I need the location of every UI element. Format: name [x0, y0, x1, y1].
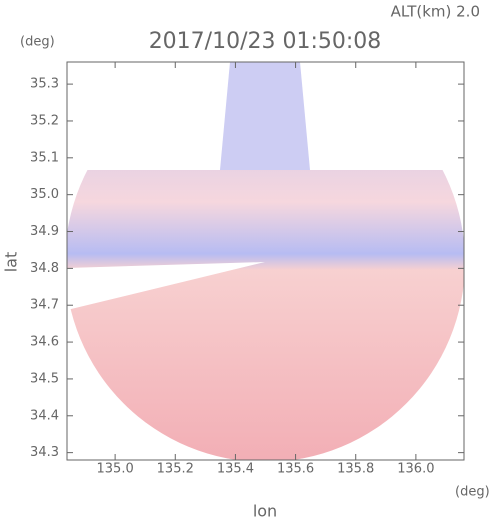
y-tick-label: 35.2: [30, 113, 59, 128]
y-tick-label: 34.3: [30, 445, 59, 460]
x-tick-label: 136.0: [397, 462, 434, 477]
y-tick-label: 35.3: [30, 77, 59, 92]
radar-image: [67, 62, 464, 460]
altitude-label: ALT(km) 2.0: [391, 3, 480, 21]
plot-frame: [66, 61, 465, 461]
x-tick-label: 135.8: [337, 462, 374, 477]
x-unit: (deg): [455, 485, 490, 500]
y-tick-label: 34.7: [30, 298, 59, 313]
y-axis-label: lat: [2, 252, 21, 273]
y-tick-label: 34.5: [30, 371, 59, 386]
x-tick-label: 135.4: [217, 462, 254, 477]
y-unit: (deg): [20, 35, 55, 50]
x-tick-label: 135.0: [97, 462, 134, 477]
y-tick-label: 34.6: [30, 335, 59, 350]
y-tick-label: 34.8: [30, 261, 59, 276]
y-tick-label: 34.4: [30, 408, 59, 423]
y-tick-label: 35.0: [30, 187, 59, 202]
x-tick-label: 135.2: [157, 462, 194, 477]
x-axis-label: lon: [253, 502, 277, 521]
y-tick-label: 34.9: [30, 224, 59, 239]
x-tick-label: 135.6: [277, 462, 314, 477]
y-tick-label: 35.1: [30, 150, 59, 165]
chart-title: 2017/10/23 01:50:08: [149, 29, 382, 54]
